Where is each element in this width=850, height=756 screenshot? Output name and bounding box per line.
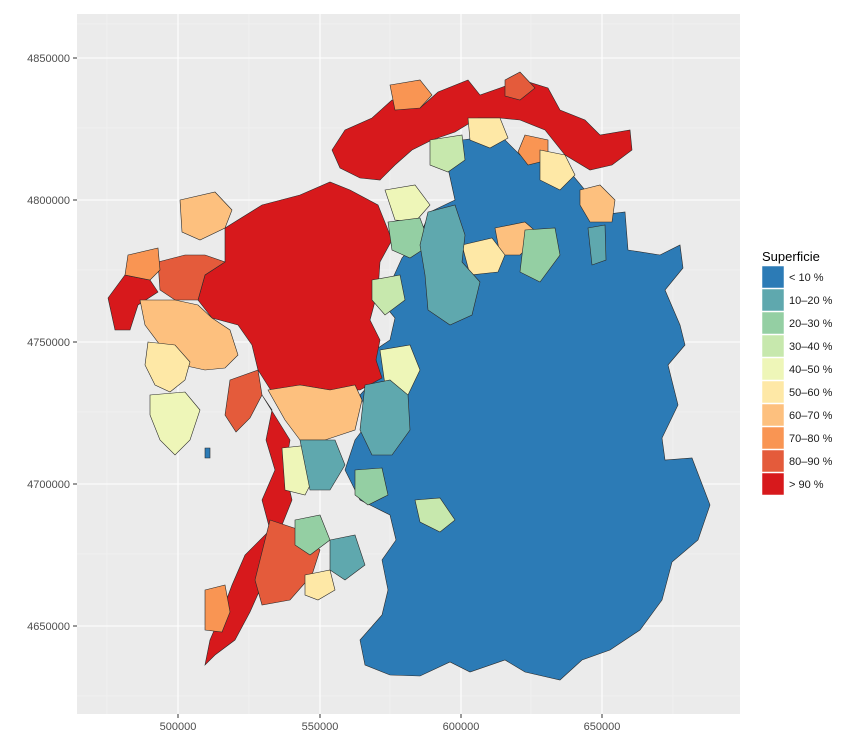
- region-class-60-70-d: [579, 184, 616, 223]
- x-tick-label: 650000: [584, 721, 621, 733]
- region-class-80-90-b: [224, 369, 263, 433]
- y-tick-label: 4650000: [27, 621, 70, 633]
- region-class-50-60: [144, 341, 191, 393]
- region-class-30-40-c: [414, 497, 456, 533]
- legend-label: 10–20 %: [789, 295, 833, 307]
- legend-key: [761, 288, 785, 312]
- legend-label: 50–60 %: [789, 387, 833, 399]
- region-class-20-30: [387, 217, 431, 259]
- legend-key: [761, 449, 785, 473]
- legend-label: > 90 %: [789, 479, 824, 491]
- legend-label: 30–40 %: [789, 341, 833, 353]
- region-class-80-90-d: [504, 71, 536, 101]
- legend: Superficie < 10 % 10–20 % 20–30 % 30–40 % 40…: [761, 249, 833, 496]
- region-class-30-40: [429, 134, 466, 173]
- region-class-10-20-e: [329, 534, 366, 581]
- legend-label: < 10 %: [789, 272, 824, 284]
- region-class-10-20-b: [359, 379, 411, 456]
- region-class-70-80-b: [204, 584, 231, 633]
- legend-label: 20–30 %: [789, 318, 833, 330]
- legend-items: < 10 % 10–20 % 20–30 % 30–40 % 40–50 % 50–60 …: [761, 265, 833, 496]
- x-axis: 500000 550000 600000 650000: [160, 714, 621, 733]
- legend-key: [761, 403, 785, 427]
- region-class-50-60-e: [304, 569, 336, 601]
- region-class-10-20-c: [299, 439, 346, 491]
- legend-title: Superficie: [762, 249, 820, 264]
- region-class-50-60-d: [539, 149, 576, 191]
- region-class-20-30-c: [294, 514, 331, 556]
- x-tick-label: 500000: [160, 721, 197, 733]
- region-class-30-40-b: [371, 274, 406, 316]
- y-tick-label: 4850000: [27, 53, 70, 65]
- legend-key: [761, 265, 785, 289]
- legend-key: [761, 472, 785, 496]
- region-class-60-70-e: [179, 191, 233, 241]
- region-class-10-20: [419, 204, 481, 326]
- x-tick-label: 600000: [443, 721, 480, 733]
- galicia-map: [107, 71, 711, 681]
- region-class-60-70: [139, 299, 239, 371]
- y-tick-label: 4700000: [27, 479, 70, 491]
- island-marks: [204, 447, 211, 459]
- region-class-70-80: [124, 247, 161, 281]
- legend-key: [761, 311, 785, 335]
- legend-label: 70–80 %: [789, 433, 833, 445]
- legend-key: [761, 357, 785, 381]
- region-class-70-80-c: [389, 79, 433, 111]
- region-class-60-70-b: [267, 384, 363, 441]
- region-class-40-50: [149, 391, 201, 456]
- x-tick-label: 550000: [302, 721, 339, 733]
- region-class-40-50-c: [384, 184, 431, 223]
- legend-label: 40–50 %: [789, 364, 833, 376]
- region-class-20-30-b: [519, 227, 561, 283]
- y-tick-label: 4750000: [27, 337, 70, 349]
- legend-key: [761, 426, 785, 450]
- y-axis: 4850000 4800000 4750000 4700000 4650000: [27, 53, 77, 633]
- region-class-10-20-d: [587, 224, 607, 266]
- legend-label: 80–90 %: [789, 456, 833, 468]
- legend-key: [761, 334, 785, 358]
- region-class-50-60-c: [467, 117, 509, 149]
- legend-label: 60–70 %: [789, 410, 833, 422]
- y-tick-label: 4800000: [27, 195, 70, 207]
- region-class-20-30-d: [354, 467, 389, 506]
- region-class-80-90: [157, 254, 226, 301]
- legend-key: [761, 380, 785, 404]
